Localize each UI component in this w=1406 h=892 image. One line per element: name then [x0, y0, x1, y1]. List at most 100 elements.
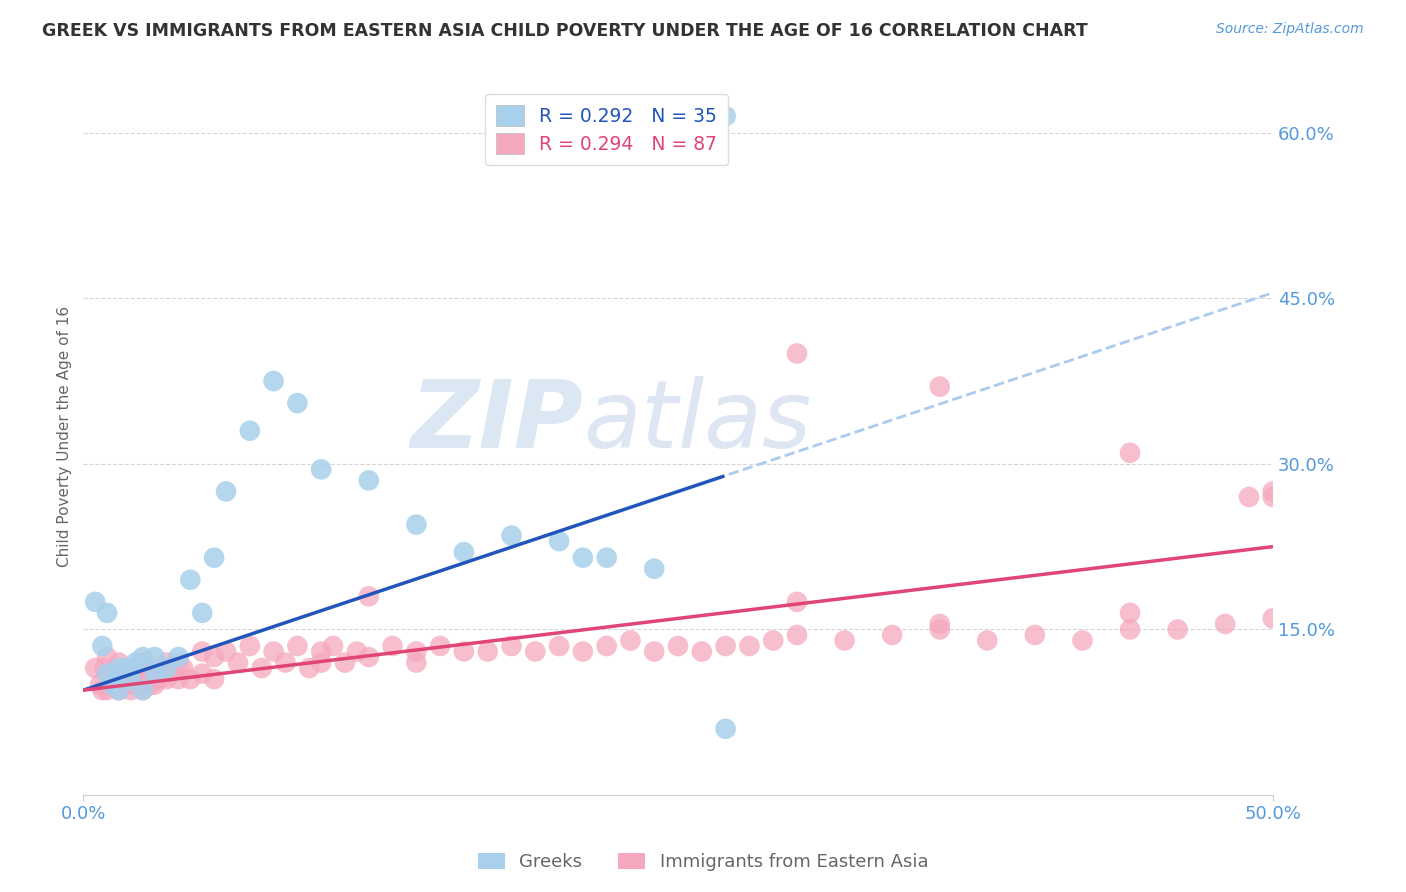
- Point: [226, 656, 249, 670]
- Point: [357, 590, 380, 604]
- Point: [96, 683, 118, 698]
- Point: [1071, 633, 1094, 648]
- Point: [96, 666, 118, 681]
- Point: [93, 661, 115, 675]
- Point: [453, 644, 475, 658]
- Point: [405, 656, 427, 670]
- Point: [548, 534, 571, 549]
- Point: [191, 606, 214, 620]
- Point: [274, 656, 297, 670]
- Point: [643, 562, 665, 576]
- Point: [786, 346, 808, 360]
- Point: [179, 672, 201, 686]
- Point: [202, 672, 225, 686]
- Point: [96, 650, 118, 665]
- Point: [132, 672, 155, 686]
- Point: [619, 633, 641, 648]
- Point: [263, 644, 285, 658]
- Point: [148, 672, 170, 686]
- Point: [976, 633, 998, 648]
- Point: [120, 661, 142, 675]
- Point: [333, 656, 356, 670]
- Point: [108, 683, 131, 698]
- Point: [120, 683, 142, 698]
- Point: [1024, 628, 1046, 642]
- Point: [101, 672, 124, 686]
- Point: [1261, 490, 1284, 504]
- Point: [1213, 616, 1236, 631]
- Point: [132, 683, 155, 698]
- Point: [762, 633, 785, 648]
- Point: [346, 644, 368, 658]
- Point: [666, 639, 689, 653]
- Point: [250, 661, 273, 675]
- Point: [136, 666, 159, 681]
- Point: [714, 722, 737, 736]
- Point: [120, 678, 142, 692]
- Point: [524, 644, 547, 658]
- Point: [595, 550, 617, 565]
- Point: [643, 644, 665, 658]
- Point: [928, 379, 950, 393]
- Point: [714, 109, 737, 123]
- Point: [191, 644, 214, 658]
- Point: [89, 678, 111, 692]
- Point: [124, 656, 146, 670]
- Point: [714, 639, 737, 653]
- Point: [191, 666, 214, 681]
- Point: [287, 639, 309, 653]
- Point: [115, 661, 138, 675]
- Point: [108, 656, 131, 670]
- Point: [132, 650, 155, 665]
- Point: [786, 595, 808, 609]
- Point: [263, 374, 285, 388]
- Point: [1261, 484, 1284, 499]
- Point: [309, 644, 332, 658]
- Legend: R = 0.292   N = 35, R = 0.294   N = 87: R = 0.292 N = 35, R = 0.294 N = 87: [485, 94, 728, 165]
- Point: [202, 650, 225, 665]
- Point: [786, 628, 808, 642]
- Point: [202, 550, 225, 565]
- Point: [163, 661, 186, 675]
- Point: [155, 672, 177, 686]
- Point: [322, 639, 344, 653]
- Point: [239, 639, 262, 653]
- Point: [1119, 606, 1142, 620]
- Text: Source: ZipAtlas.com: Source: ZipAtlas.com: [1216, 22, 1364, 37]
- Point: [309, 656, 332, 670]
- Point: [357, 650, 380, 665]
- Point: [132, 656, 155, 670]
- Point: [108, 666, 131, 681]
- Point: [381, 639, 404, 653]
- Point: [91, 683, 114, 698]
- Text: atlas: atlas: [583, 376, 811, 467]
- Point: [287, 396, 309, 410]
- Point: [572, 644, 595, 658]
- Point: [124, 661, 146, 675]
- Point: [928, 623, 950, 637]
- Point: [96, 606, 118, 620]
- Point: [834, 633, 856, 648]
- Point: [298, 661, 321, 675]
- Point: [143, 661, 166, 675]
- Point: [115, 661, 138, 675]
- Point: [155, 656, 177, 670]
- Point: [120, 672, 142, 686]
- Point: [115, 678, 138, 692]
- Legend: Greeks, Immigrants from Eastern Asia: Greeks, Immigrants from Eastern Asia: [471, 846, 935, 879]
- Point: [155, 661, 177, 675]
- Point: [101, 678, 124, 692]
- Point: [179, 573, 201, 587]
- Point: [1119, 446, 1142, 460]
- Point: [239, 424, 262, 438]
- Point: [215, 484, 238, 499]
- Point: [103, 678, 125, 692]
- Point: [595, 639, 617, 653]
- Point: [167, 650, 190, 665]
- Point: [84, 595, 107, 609]
- Point: [405, 517, 427, 532]
- Point: [132, 683, 155, 698]
- Point: [96, 666, 118, 681]
- Point: [309, 462, 332, 476]
- Point: [928, 616, 950, 631]
